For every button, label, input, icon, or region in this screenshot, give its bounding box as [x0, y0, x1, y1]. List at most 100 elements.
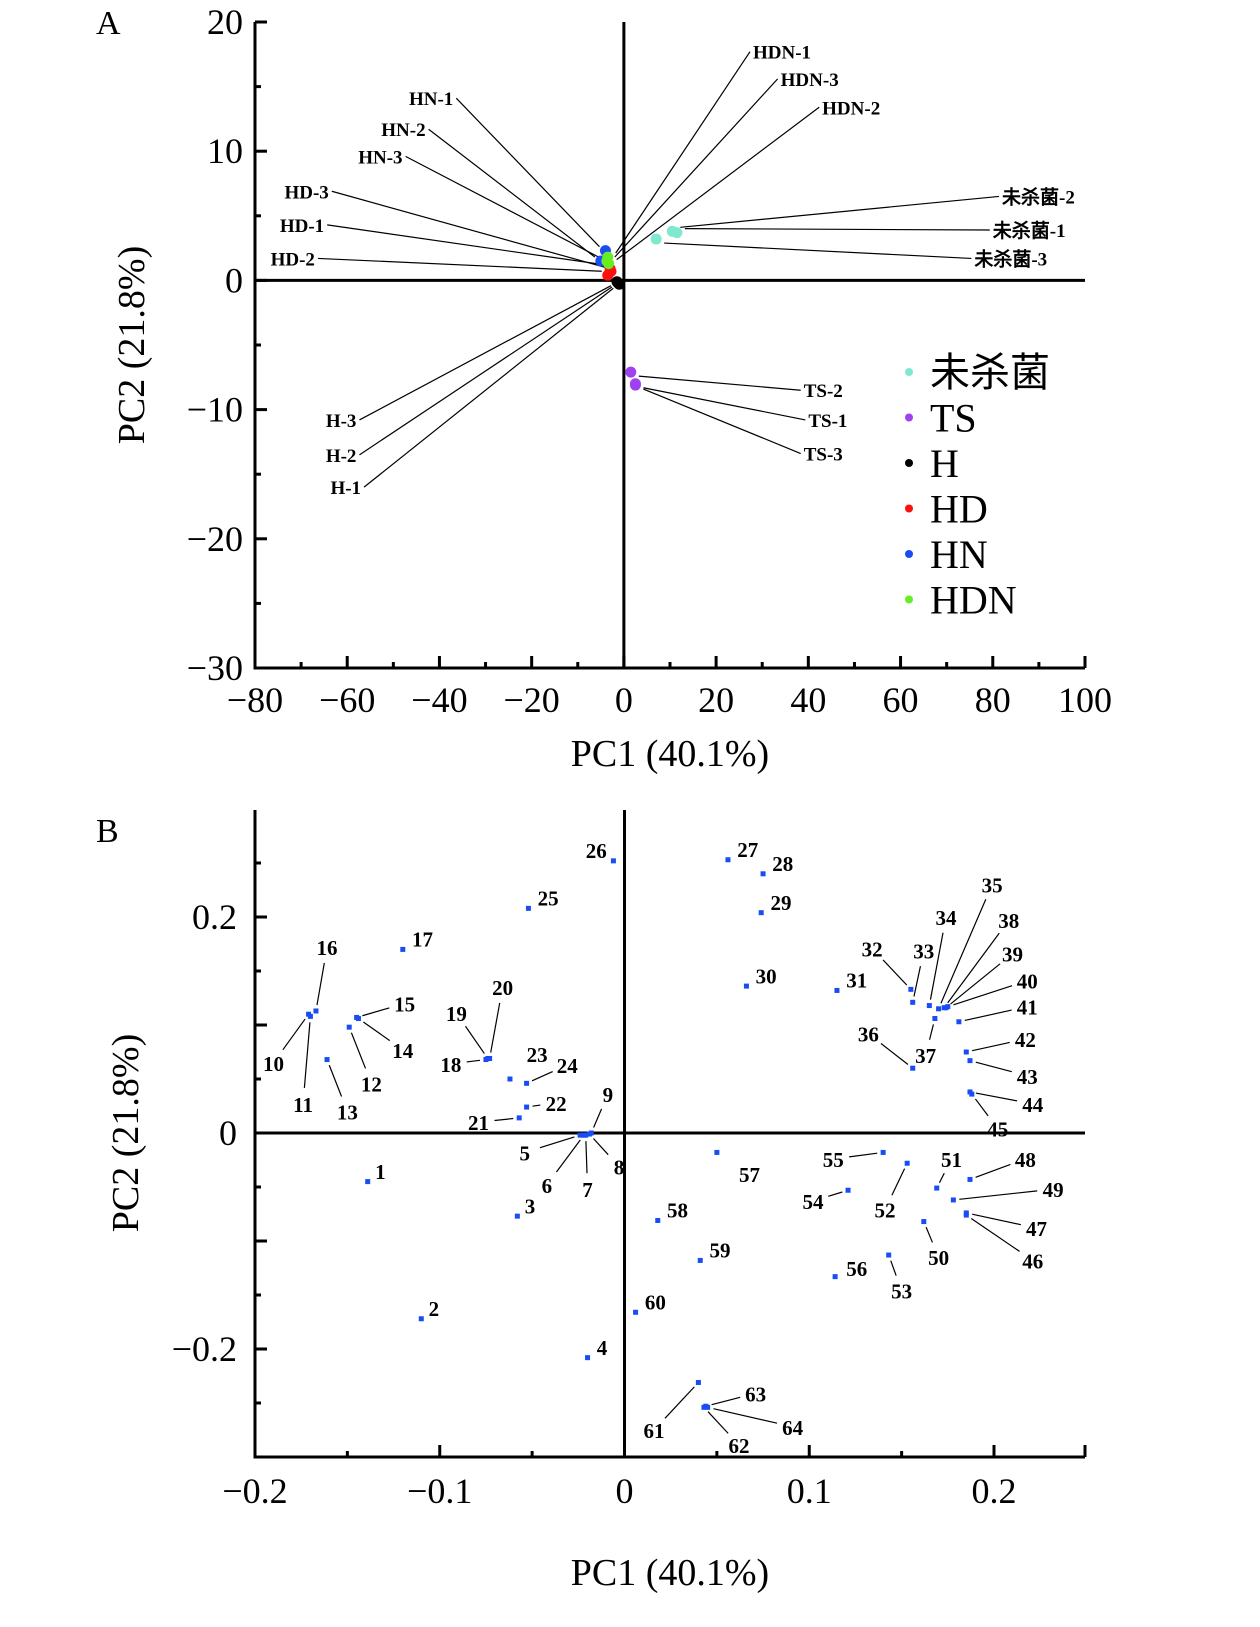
leader-line [964, 1009, 1012, 1022]
panel-a-score-plot: A −80 −60 −40 −20 0 20 40 60 80 10020100−10−20−30… [96, 2, 1112, 775]
panel-b-label: B [96, 813, 119, 850]
leader-line [539, 1136, 575, 1149]
loading-point-4 [585, 1355, 591, 1361]
leader-line [684, 227, 990, 231]
point-label: 15 [394, 992, 415, 1016]
point-label: TS-2 [804, 381, 843, 402]
panel-b-leader-lines [282, 899, 1038, 1434]
leader-line [643, 387, 806, 421]
panel-a-point-labels: 未杀菌-1 未杀菌-2 未杀菌-3 TS-1 TS-2 TS-3 H-1 H-2 H-3 HD-1… [271, 43, 1075, 499]
panel-b-x-tick-label: −0.2 [222, 1471, 287, 1511]
loading-point-47 [963, 1210, 969, 1216]
leader-line [282, 1018, 306, 1051]
leader-line [975, 1092, 1018, 1102]
leader-line [555, 1139, 581, 1173]
data-point-HDN-3 [601, 255, 613, 267]
leader-line [464, 1025, 485, 1054]
leader-line [327, 224, 605, 266]
data-point-TS-3 [629, 379, 641, 391]
legend-label: H [930, 441, 959, 486]
point-label: 31 [846, 969, 867, 993]
loading-point-28 [760, 871, 766, 877]
point-label: 35 [982, 874, 1003, 898]
loading-point-1 [365, 1179, 371, 1185]
point-label: 57 [739, 1163, 760, 1187]
leader-line [363, 287, 614, 488]
legend-label: TS [930, 396, 977, 441]
legend-label: HDN [930, 578, 1017, 623]
point-label: 29 [770, 891, 791, 915]
leader-line [428, 128, 596, 258]
panel-a-y-tick-label: 10 [207, 131, 243, 171]
leader-line [359, 286, 613, 456]
point-label: 17 [412, 928, 433, 952]
panel-a-y-tick-label: 0 [225, 260, 243, 300]
loading-point-12 [346, 1024, 352, 1030]
leader-line [925, 1226, 934, 1243]
data-point-未杀菌-2 [666, 225, 678, 237]
point-label: 2 [429, 1297, 440, 1321]
loading-point-40 [945, 1004, 951, 1010]
loading-point-33 [910, 999, 916, 1005]
leader-line [664, 1386, 695, 1419]
leader-line [303, 1022, 311, 1088]
leader-line [638, 375, 801, 391]
point-label: 6 [542, 1174, 553, 1198]
loading-point-61 [695, 1379, 701, 1385]
panel-b-points [306, 857, 975, 1410]
loading-point-57 [714, 1149, 720, 1155]
leader-line [707, 1411, 729, 1434]
panel-b-x-axis-title: PC1 (40.1%) [571, 1552, 769, 1594]
leader-line [953, 985, 1013, 1006]
loading-point-20 [487, 1055, 493, 1061]
loading-point-2 [418, 1316, 424, 1322]
point-label: 28 [772, 852, 793, 876]
loading-point-24 [524, 1080, 530, 1086]
loading-point-3 [514, 1213, 520, 1219]
panel-a-y-axis-title: PC2 (21.8%) [111, 246, 153, 444]
leader-line [975, 1061, 1012, 1073]
loading-point-64 [705, 1404, 711, 1410]
point-label: 14 [392, 1039, 414, 1063]
point-label: 32 [862, 937, 883, 961]
panel-a-x-tick-label: −20 [504, 680, 560, 720]
panel-b-y-tick-label: −0.2 [172, 1329, 237, 1369]
panel-a-y-tick-label: −10 [187, 390, 243, 430]
loading-point-54 [845, 1187, 851, 1193]
point-label: 7 [582, 1178, 593, 1202]
leader-line [363, 1021, 391, 1042]
legend-label: 未杀菌 [930, 350, 1050, 395]
leader-line [350, 1032, 367, 1069]
point-label: 47 [1026, 1217, 1047, 1241]
point-label: 46 [1022, 1249, 1043, 1273]
leader-line [913, 966, 922, 997]
point-label: 12 [361, 1072, 382, 1096]
panel-b-y-tick-label: 0 [219, 1113, 237, 1153]
point-label: 52 [874, 1199, 895, 1223]
leader-line [972, 1213, 1021, 1226]
point-label: 38 [998, 909, 1019, 933]
point-label: 50 [928, 1246, 949, 1270]
legend-marker-HDN [905, 595, 913, 604]
panel-a-x-axis-title: PC1 (40.1%) [571, 733, 769, 775]
loading-point-26 [610, 858, 616, 864]
leader-line [359, 285, 612, 421]
point-label: 39 [1002, 943, 1023, 967]
panel-a-x-tick-label: −60 [319, 680, 375, 720]
legend-label: HN [930, 532, 988, 577]
panel-b-y-axis-title: PC2 (21.8%) [105, 1034, 147, 1232]
panel-a-x-tick-label: 0 [615, 680, 633, 720]
panel-a-y-tick-label: −30 [187, 648, 243, 688]
leader-line [494, 1117, 514, 1122]
point-label: 21 [468, 1111, 489, 1135]
point-label: TS-3 [804, 445, 843, 466]
point-label: 49 [1043, 1178, 1064, 1202]
loading-point-32 [908, 986, 914, 992]
leader-line [316, 962, 325, 1006]
loading-point-25 [525, 905, 531, 911]
point-label: 19 [446, 1002, 467, 1026]
loading-point-22 [524, 1104, 530, 1110]
